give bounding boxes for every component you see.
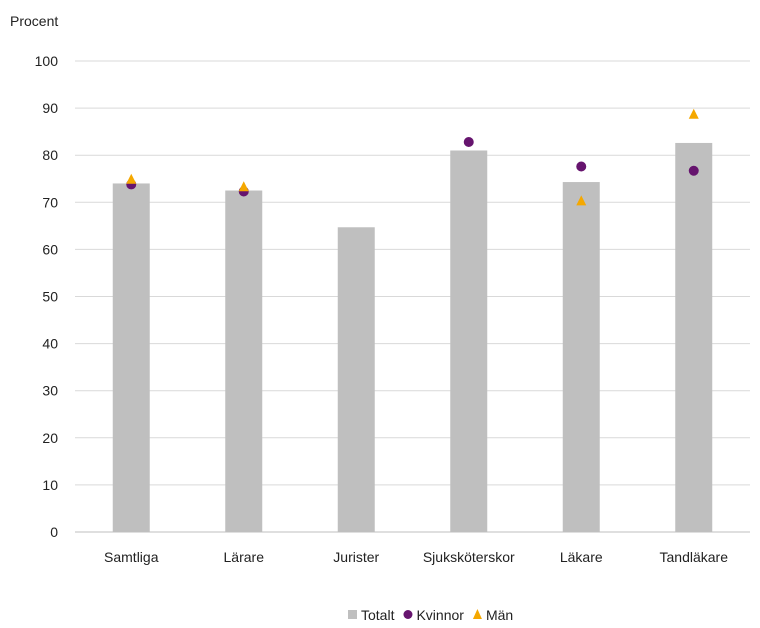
x-tick-label: Tandläkare <box>660 549 729 565</box>
legend-swatch-man <box>472 609 482 619</box>
point-kvinnor <box>576 161 587 172</box>
y-tick-label: 30 <box>42 383 58 399</box>
y-tick-label: 80 <box>42 147 58 163</box>
y-tick-label: 20 <box>42 430 58 446</box>
legend-label: Totalt <box>361 607 395 623</box>
x-tick-label: Sjuksköterskor <box>423 549 515 565</box>
legend-label: Kvinnor <box>416 607 464 623</box>
y-tick-label: 100 <box>35 53 59 69</box>
x-tick-label: Samtliga <box>104 549 159 565</box>
bar-totalt <box>225 190 263 532</box>
point-kvinnor <box>463 137 474 148</box>
x-axis-ticks: Samtliga Lärare Jurister Sjuksköterskor Läka… <box>104 549 728 565</box>
legend: Totalt Kvinnor Män <box>348 607 513 623</box>
bar-totalt <box>450 150 488 533</box>
bars <box>112 142 713 533</box>
legend-label: Män <box>486 607 513 623</box>
point-man <box>238 181 249 192</box>
x-tick-label: Jurister <box>333 549 379 565</box>
point-man <box>576 195 587 206</box>
x-tick-label: Lärare <box>224 549 265 565</box>
x-tick-label: Läkare <box>560 549 603 565</box>
y-axis-ticks: 0 10 20 30 40 50 60 70 80 90 100 <box>35 53 59 540</box>
y-tick-label: 70 <box>42 194 58 210</box>
point-man <box>126 173 137 184</box>
y-tick-label: 90 <box>42 100 58 116</box>
point-kvinnor <box>688 165 699 176</box>
y-tick-label: 50 <box>42 289 58 305</box>
y-tick-label: 40 <box>42 336 58 352</box>
markers <box>126 108 699 206</box>
y-axis-label: Procent <box>10 13 58 29</box>
bar-totalt <box>112 183 150 532</box>
point-man <box>688 108 699 119</box>
y-tick-label: 10 <box>42 477 58 493</box>
legend-swatch-totalt <box>348 610 357 619</box>
bar-totalt <box>562 182 600 532</box>
gridlines <box>75 60 750 533</box>
y-tick-label: 60 <box>42 241 58 257</box>
bar-totalt <box>675 142 713 533</box>
y-tick-label: 0 <box>50 524 58 540</box>
bar-totalt <box>337 227 375 532</box>
legend-swatch-kvinnor <box>403 610 413 619</box>
